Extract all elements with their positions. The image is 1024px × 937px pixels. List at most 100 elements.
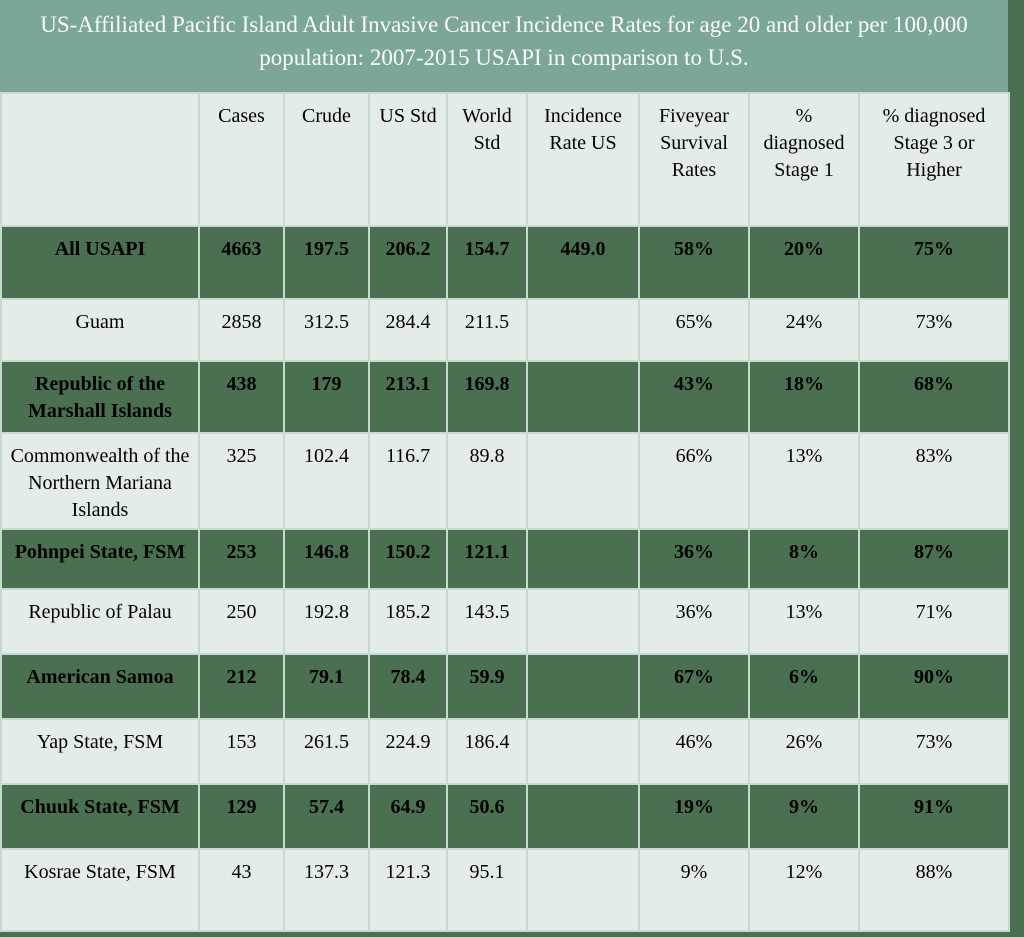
data-cell: 186.4 bbox=[446, 718, 528, 785]
data-cell: 2858 bbox=[198, 298, 285, 362]
column-header-world-std: World Std bbox=[446, 92, 528, 227]
table-row: Guam 2858 312.5 284.4 211.5 65% 24% 73% bbox=[0, 298, 1010, 362]
title-banner: US-Affiliated Pacific Island Adult Invas… bbox=[0, 0, 1008, 92]
data-cell: 224.9 bbox=[368, 718, 448, 785]
row-label-cell: Republic of the Marshall Islands bbox=[0, 360, 200, 434]
data-cell bbox=[526, 528, 640, 590]
data-cell: 137.3 bbox=[283, 848, 370, 932]
data-cell: 43% bbox=[638, 360, 750, 434]
row-label-cell: Pohnpei State, FSM bbox=[0, 528, 200, 590]
row-label-cell: Kosrae State, FSM bbox=[0, 848, 200, 932]
table-row: Republic of Palau 250 192.8 185.2 143.5 36% 13… bbox=[0, 588, 1010, 655]
data-cell: 71% bbox=[858, 588, 1010, 655]
table-row: All USAPI 4663 197.5 206.2 154.7 449.0 58% 20% 7… bbox=[0, 225, 1010, 300]
data-cell: 192.8 bbox=[283, 588, 370, 655]
data-cell: 36% bbox=[638, 528, 750, 590]
data-cell bbox=[526, 718, 640, 785]
data-cell: 12% bbox=[748, 848, 860, 932]
column-header-crude: Crude bbox=[283, 92, 370, 227]
data-cell: 18% bbox=[748, 360, 860, 434]
data-cell: 65% bbox=[638, 298, 750, 362]
data-cell: 206.2 bbox=[368, 225, 448, 300]
table-row: Commonwealth of the Northern Mariana Isl… bbox=[0, 432, 1010, 530]
data-cell: 146.8 bbox=[283, 528, 370, 590]
data-cell bbox=[526, 783, 640, 850]
data-cell: 179 bbox=[283, 360, 370, 434]
table-row: American Samoa 212 79.1 78.4 59.9 67% 6% 90% bbox=[0, 653, 1010, 720]
column-header-fiveyear-survival: Fiveyear Survival Rates bbox=[638, 92, 750, 227]
data-cell: 19% bbox=[638, 783, 750, 850]
data-cell: 66% bbox=[638, 432, 750, 530]
data-cell: 68% bbox=[858, 360, 1010, 434]
data-cell: 116.7 bbox=[368, 432, 448, 530]
data-cell: 4663 bbox=[198, 225, 285, 300]
data-cell: 9% bbox=[638, 848, 750, 932]
data-cell: 75% bbox=[858, 225, 1010, 300]
data-cell bbox=[526, 848, 640, 932]
row-label-cell: Yap State, FSM bbox=[0, 718, 200, 785]
data-cell: 253 bbox=[198, 528, 285, 590]
data-cell: 143.5 bbox=[446, 588, 528, 655]
data-cell: 197.5 bbox=[283, 225, 370, 300]
data-cell: 58% bbox=[638, 225, 750, 300]
data-cell: 153 bbox=[198, 718, 285, 785]
data-cell: 121.3 bbox=[368, 848, 448, 932]
row-label-cell: All USAPI bbox=[0, 225, 200, 300]
data-cell: 36% bbox=[638, 588, 750, 655]
data-cell: 6% bbox=[748, 653, 860, 720]
data-cell: 20% bbox=[748, 225, 860, 300]
table-header-row: Cases Crude US Std World Std Incidence R… bbox=[0, 92, 1010, 227]
table-row: Kosrae State, FSM 43 137.3 121.3 95.1 9% 12% 88… bbox=[0, 848, 1010, 932]
data-cell: 46% bbox=[638, 718, 750, 785]
page-title: US-Affiliated Pacific Island Adult Invas… bbox=[40, 12, 968, 71]
data-cell: 325 bbox=[198, 432, 285, 530]
data-cell: 88% bbox=[858, 848, 1010, 932]
data-cell: 150.2 bbox=[368, 528, 448, 590]
data-cell bbox=[526, 360, 640, 434]
data-cell: 73% bbox=[858, 718, 1010, 785]
row-label-cell: Chuuk State, FSM bbox=[0, 783, 200, 850]
column-header-cases: Cases bbox=[198, 92, 285, 227]
data-cell: 185.2 bbox=[368, 588, 448, 655]
data-cell: 24% bbox=[748, 298, 860, 362]
data-cell: 90% bbox=[858, 653, 1010, 720]
data-cell: 83% bbox=[858, 432, 1010, 530]
data-cell: 26% bbox=[748, 718, 860, 785]
data-cell: 73% bbox=[858, 298, 1010, 362]
data-cell: 438 bbox=[198, 360, 285, 434]
cancer-incidence-table: Cases Crude US Std World Std Incidence R… bbox=[0, 92, 1010, 932]
row-label-cell: American Samoa bbox=[0, 653, 200, 720]
data-cell bbox=[526, 588, 640, 655]
column-header-stage3: % diagnosed Stage 3 or Higher bbox=[858, 92, 1010, 227]
row-label-cell: Republic of Palau bbox=[0, 588, 200, 655]
column-header-stage1: % diagnosed Stage 1 bbox=[748, 92, 860, 227]
data-cell: 89.8 bbox=[446, 432, 528, 530]
data-cell: 250 bbox=[198, 588, 285, 655]
row-label-cell: Guam bbox=[0, 298, 200, 362]
data-cell: 43 bbox=[198, 848, 285, 932]
data-cell: 212 bbox=[198, 653, 285, 720]
data-cell: 121.1 bbox=[446, 528, 528, 590]
data-cell: 312.5 bbox=[283, 298, 370, 362]
data-cell: 95.1 bbox=[446, 848, 528, 932]
table-row: Chuuk State, FSM 129 57.4 64.9 50.6 19% 9% 91% bbox=[0, 783, 1010, 850]
data-cell: 213.1 bbox=[368, 360, 448, 434]
data-cell: 78.4 bbox=[368, 653, 448, 720]
data-cell bbox=[526, 653, 640, 720]
data-cell: 102.4 bbox=[283, 432, 370, 530]
data-cell: 59.9 bbox=[446, 653, 528, 720]
data-cell: 50.6 bbox=[446, 783, 528, 850]
data-cell: 169.8 bbox=[446, 360, 528, 434]
data-cell: 8% bbox=[748, 528, 860, 590]
table-row: Republic of the Marshall Islands 438 179 21… bbox=[0, 360, 1010, 434]
data-cell: 211.5 bbox=[446, 298, 528, 362]
column-header-incidence-rate-us: Incidence Rate US bbox=[526, 92, 640, 227]
data-cell: 64.9 bbox=[368, 783, 448, 850]
column-header-jurisdiction bbox=[0, 92, 200, 227]
data-cell: 87% bbox=[858, 528, 1010, 590]
data-cell bbox=[526, 432, 640, 530]
data-cell: 67% bbox=[638, 653, 750, 720]
data-cell: 261.5 bbox=[283, 718, 370, 785]
data-cell: 57.4 bbox=[283, 783, 370, 850]
